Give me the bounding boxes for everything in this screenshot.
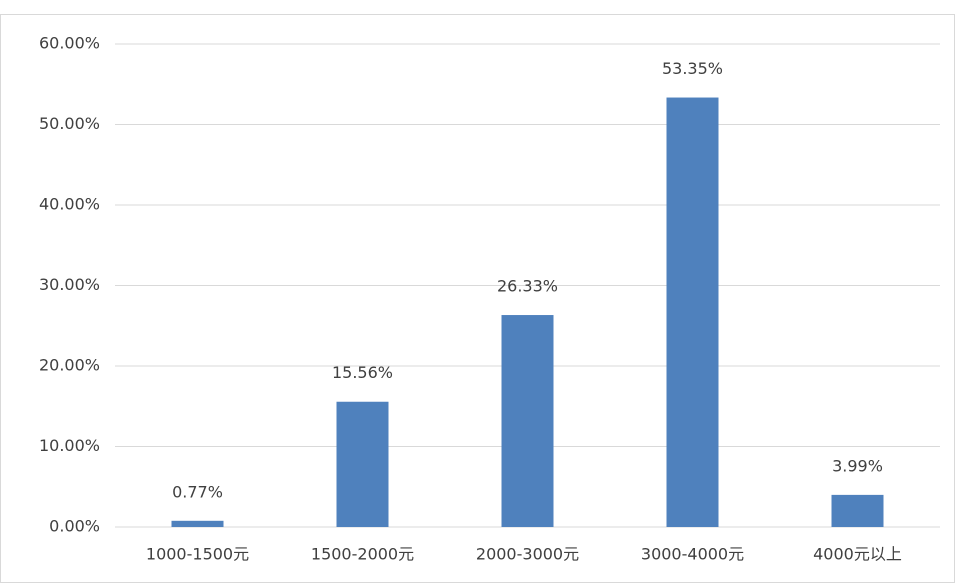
x-tick-label: 1500-2000元 (311, 545, 414, 564)
bar (171, 520, 224, 527)
y-tick-label: 20.00% (39, 356, 100, 375)
y-tick-label: 40.00% (39, 195, 100, 214)
bar (666, 97, 719, 527)
data-label: 53.35% (662, 59, 723, 78)
chart-frame (0, 14, 955, 583)
y-tick-label: 30.00% (39, 275, 100, 294)
x-tick-label: 2000-3000元 (476, 545, 579, 564)
data-label: 26.33% (497, 277, 558, 296)
y-tick-label: 0.00% (49, 517, 100, 536)
y-tick-label: 60.00% (39, 34, 100, 53)
x-tick-label: 4000元以上 (813, 545, 902, 564)
x-tick-label: 3000-4000元 (641, 545, 744, 564)
data-label: 0.77% (172, 482, 223, 501)
bar (831, 494, 884, 527)
data-label: 3.99% (832, 456, 883, 475)
bar (501, 315, 554, 527)
y-tick-label: 10.00% (39, 436, 100, 455)
y-tick-label: 50.00% (39, 114, 100, 133)
x-tick-label: 1000-1500元 (146, 545, 249, 564)
bar (336, 401, 389, 527)
data-label: 15.56% (332, 363, 393, 382)
